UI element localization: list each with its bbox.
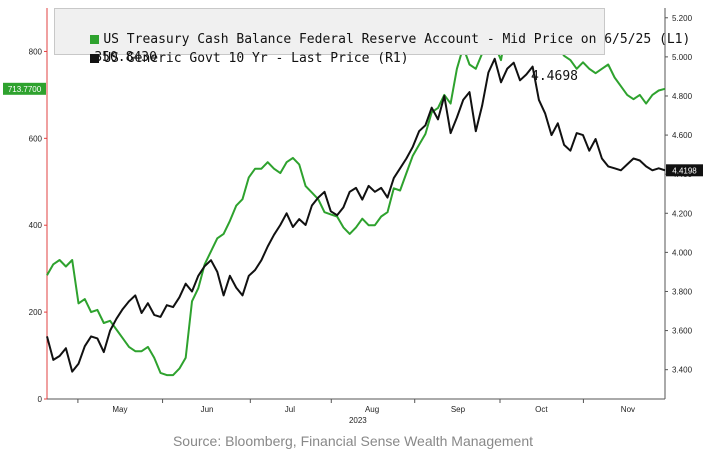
right-tick-label: 3.400 [672, 366, 693, 375]
left-tick-label: 0 [38, 395, 43, 404]
right-last-value-tag [666, 164, 703, 177]
left-last-value-label: 713.7700 [8, 85, 42, 94]
left-last-value-tag [3, 82, 46, 95]
legend-label-10yr-yield: US Generic Govt 10 Yr - Last Price (R1) [103, 51, 409, 66]
legend-entry-treasury-cash: US Treasury Cash Balance Federal Reserve… [59, 13, 690, 65]
source-caption: Source: Bloomberg, Financial Sense Wealt… [172, 433, 534, 449]
legend-swatch-black [90, 54, 100, 63]
right-tick-label: 5.000 [672, 53, 693, 62]
legend-value-treasury-cash: 350.8430 [94, 50, 157, 65]
legend-label-treasury-cash: US Treasury Cash Balance Federal Reserve… [103, 32, 691, 47]
right-tick-label: 5.200 [672, 14, 693, 23]
legend-value-10yr-yield: 4.4698 [531, 69, 578, 84]
legend-entry-10yr-yield: US Generic Govt 10 Yr - Last Price (R1) … [59, 32, 602, 84]
series-line-10yr-yield [46, 57, 666, 373]
x-tick-label: Jul [285, 405, 295, 414]
left-tick-label: 400 [29, 221, 43, 230]
right-tick-label: 4.800 [672, 92, 693, 101]
left-tick-label: 200 [29, 308, 43, 317]
right-last-value-label: 4.4198 [672, 166, 697, 175]
chart-legend: US Treasury Cash Balance Federal Reserve… [54, 8, 690, 84]
right-tick-label: 4.000 [672, 248, 693, 257]
x-tick-label: Nov [621, 405, 635, 414]
x-tick-label: Jun [201, 405, 214, 414]
x-tick-label: May [112, 405, 127, 414]
legend-swatch-green [90, 35, 100, 44]
x-tick-label: Aug [365, 405, 379, 414]
x-tick-label: Sep [451, 405, 466, 414]
right-tick-label: 4.600 [672, 131, 693, 140]
right-tick-label: 4.200 [672, 209, 693, 218]
left-tick-label: 600 [29, 134, 43, 143]
right-tick-label: 3.600 [672, 327, 693, 336]
right-tick-label: 3.800 [672, 287, 693, 296]
x-tick-label: Oct [535, 405, 548, 414]
x-year-label: 2023 [349, 416, 367, 425]
left-tick-label: 800 [29, 47, 43, 56]
